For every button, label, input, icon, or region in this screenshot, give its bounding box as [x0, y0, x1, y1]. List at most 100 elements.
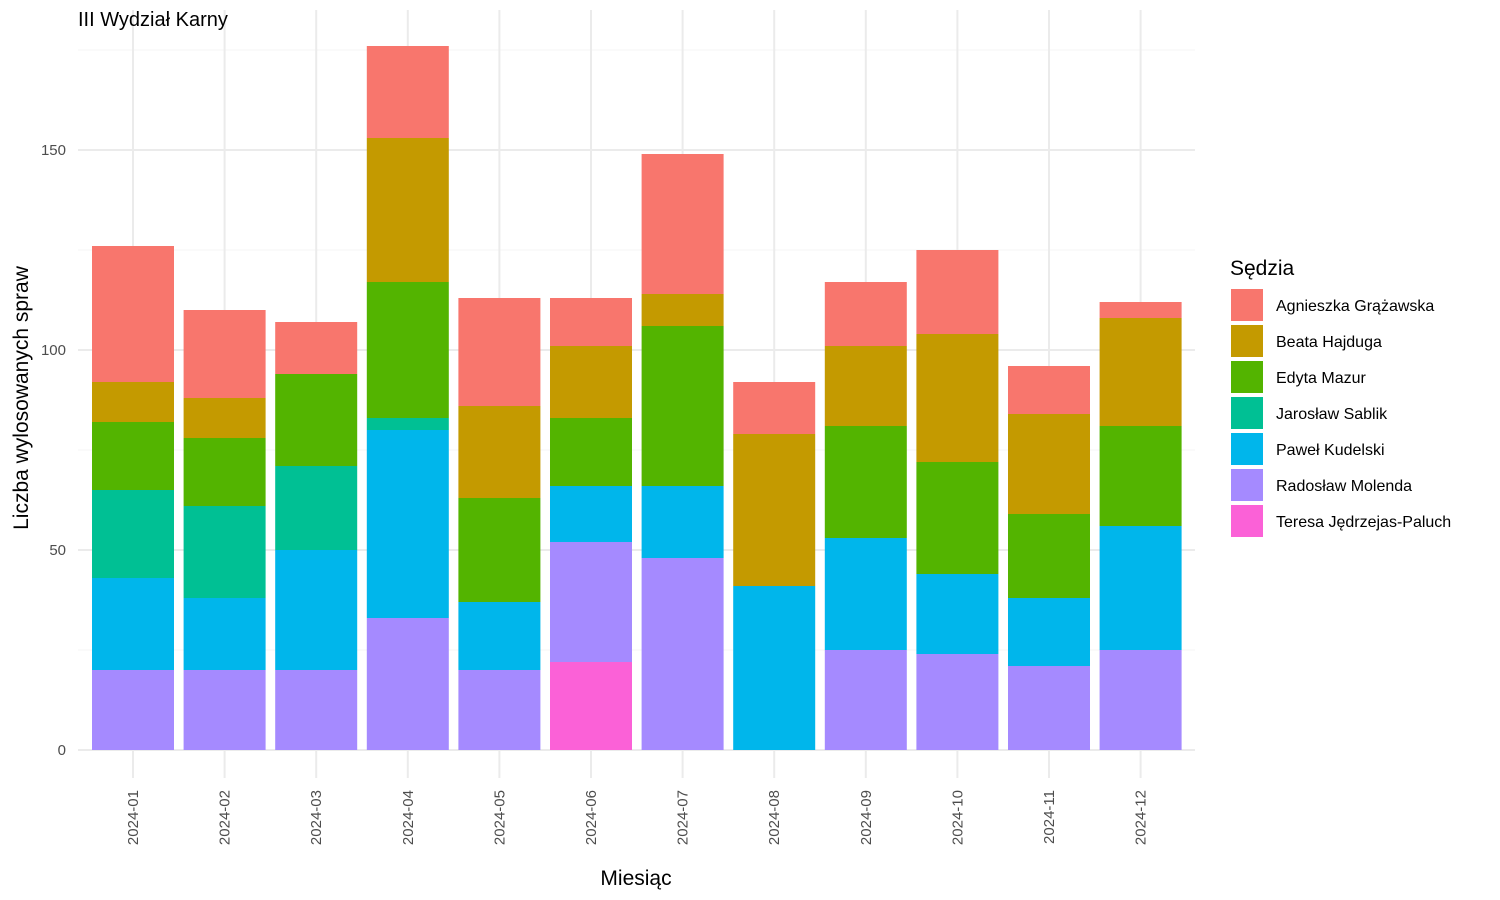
bar-segment — [275, 322, 358, 374]
legend-label: Radosław Molenda — [1276, 478, 1412, 495]
bar-segment — [366, 430, 449, 618]
bar-segment — [1008, 514, 1090, 598]
bar-segment — [733, 382, 816, 434]
bar-segment — [183, 398, 266, 438]
bar-segment — [458, 406, 541, 498]
bar-segment — [366, 282, 449, 418]
legend-label: Jarosław Sablik — [1276, 406, 1388, 423]
bar-segment — [366, 138, 449, 282]
x-tick-label: 2024-04 — [400, 790, 417, 845]
bar-segment — [550, 486, 632, 542]
y-axis-title: Liczba wylosowanych spraw — [10, 265, 33, 530]
y-tick-label: 0 — [58, 742, 66, 759]
bar-segment — [550, 418, 632, 486]
bar-segment — [183, 506, 266, 598]
bar-segment — [458, 498, 541, 602]
x-axis-title: Miesiąc — [600, 867, 671, 890]
bar-segment — [92, 670, 174, 750]
y-tick-label: 100 — [41, 342, 66, 359]
bar-segment — [183, 670, 266, 750]
bar-segment — [1008, 366, 1090, 414]
bar-segment — [824, 346, 907, 426]
bar-segment — [92, 490, 174, 578]
bar-segment — [458, 670, 541, 750]
chart-title: III Wydział Karny — [78, 9, 228, 31]
bar-segment — [733, 434, 816, 586]
bar-segment — [92, 422, 174, 490]
bar-segment — [1099, 426, 1182, 526]
bar-segment — [183, 598, 266, 670]
bar-segment — [366, 46, 449, 138]
legend-label: Agnieszka Grążawska — [1276, 298, 1434, 315]
bar-segment — [1099, 526, 1182, 650]
bar-segment — [733, 586, 816, 750]
y-tick-label: 50 — [49, 542, 66, 559]
bar-segment — [183, 438, 266, 506]
x-tick-label: 2024-11 — [1041, 790, 1058, 844]
bar-segment — [824, 426, 907, 538]
legend-swatch — [1231, 361, 1263, 393]
bar-segment — [916, 574, 999, 654]
bar-segment — [641, 326, 724, 486]
x-tick-label: 2024-06 — [583, 790, 600, 845]
legend-label: Beata Hajduga — [1276, 334, 1382, 351]
legend: Sędzia Agnieszka Grążawska Beata Hajduga E… — [1230, 257, 1451, 537]
legend-swatch — [1231, 397, 1263, 429]
bar-segment — [458, 298, 541, 406]
legend-swatch — [1231, 325, 1263, 357]
bar-segment — [824, 282, 907, 346]
legend-label: Edyta Mazur — [1276, 370, 1366, 387]
bars — [92, 46, 1182, 750]
bar-segment — [824, 650, 907, 750]
x-tick-label: 2024-08 — [766, 790, 783, 845]
x-tick-label: 2024-10 — [949, 790, 966, 845]
bar-segment — [641, 486, 724, 558]
bar-segment — [641, 154, 724, 294]
bar-segment — [916, 654, 999, 750]
bar-segment — [1008, 598, 1090, 666]
bar-segment — [275, 466, 358, 550]
bar-segment — [916, 462, 999, 574]
x-tick-label: 2024-05 — [491, 790, 508, 845]
bar-segment — [275, 550, 358, 670]
x-tick-label: 2024-09 — [858, 790, 875, 845]
bar-segment — [275, 374, 358, 466]
bar-segment — [366, 618, 449, 750]
bar-segment — [550, 298, 632, 346]
bar-segment — [641, 558, 724, 750]
bar-segment — [183, 310, 266, 398]
bar-segment — [1099, 302, 1182, 318]
legend-swatch — [1231, 289, 1263, 321]
x-tick-label: 2024-12 — [1133, 790, 1150, 845]
bar-segment — [92, 382, 174, 422]
bar-segment — [550, 542, 632, 662]
bar-segment — [1008, 666, 1090, 750]
bar-segment — [1099, 318, 1182, 426]
legend-items: Agnieszka Grążawska Beata Hajduga Edyta Ma… — [1231, 289, 1451, 537]
bar-segment — [824, 538, 907, 650]
legend-title: Sędzia — [1230, 257, 1295, 280]
bar-segment — [275, 670, 358, 750]
bar-segment — [550, 662, 632, 750]
y-tick-label: 150 — [41, 142, 66, 159]
legend-swatch — [1231, 505, 1263, 537]
x-tick-label: 2024-03 — [308, 790, 325, 845]
bar-segment — [1099, 650, 1182, 750]
bar-segment — [366, 418, 449, 430]
legend-label: Paweł Kudelski — [1276, 442, 1385, 459]
bar-segment — [916, 334, 999, 462]
bar-segment — [458, 602, 541, 670]
legend-label: Teresa Jędrzejas-Paluch — [1276, 514, 1451, 531]
x-tick-label: 2024-07 — [675, 790, 692, 845]
bar-segment — [1008, 414, 1090, 514]
bar-segment — [92, 246, 174, 382]
bar-segment — [916, 250, 999, 334]
legend-swatch — [1231, 469, 1263, 501]
x-tick-label: 2024-01 — [125, 790, 142, 845]
x-axis-ticks: 2024-01 2024-02 2024-03 2024-04 2024-05 2024-… — [125, 790, 1150, 845]
legend-swatch — [1231, 433, 1263, 465]
bar-segment — [550, 346, 632, 418]
x-tick-label: 2024-02 — [217, 790, 234, 845]
bar-segment — [641, 294, 724, 326]
